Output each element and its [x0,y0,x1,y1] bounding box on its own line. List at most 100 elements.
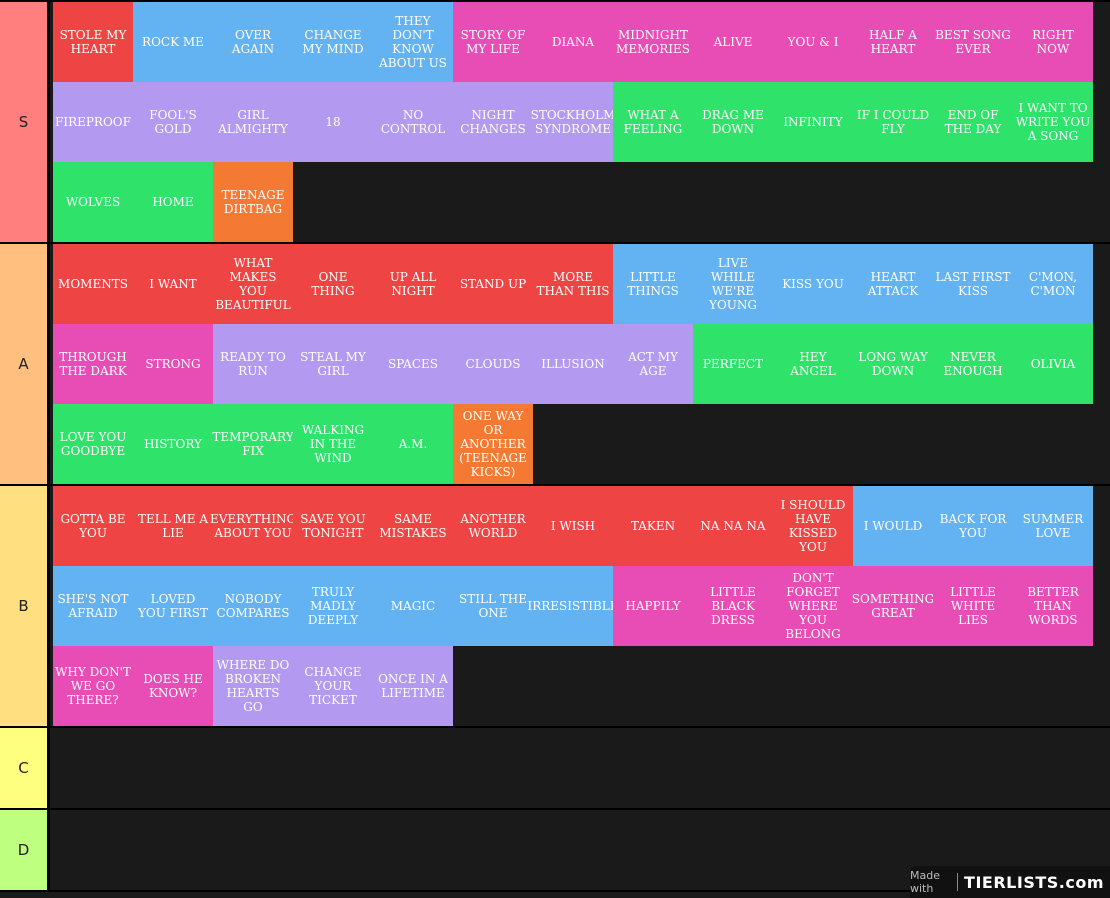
tier-item[interactable]: WALKING IN THE WIND [293,404,373,484]
tier-item[interactable]: STORY OF MY LIFE [453,2,533,82]
tier-label[interactable]: D [0,810,50,890]
tier-item[interactable]: BEST SONG EVER [933,2,1013,82]
tier-item[interactable]: MAGIC [373,566,453,646]
tier-item[interactable]: LOVED YOU FIRST [133,566,213,646]
tier-items[interactable]: GOTTA BE YOU TELL ME A LIE EVERYTHING ABOU… [50,486,1110,726]
tier-items[interactable] [50,728,1110,808]
tier-item[interactable]: LONG WAY DOWN [853,324,933,404]
made-with-badge[interactable]: Made with TIERLISTS.com [910,866,1110,898]
tier-item[interactable]: HISTORY [133,404,213,484]
tier-item[interactable]: WHAT MAKES YOU BEAUTIFUL [213,244,293,324]
tier-item[interactable]: NO CONTROL [373,82,453,162]
tier-item[interactable]: YOU & I [773,2,853,82]
tier-item[interactable]: TRULY MADLY DEEPLY [293,566,373,646]
tier-item[interactable]: MORE THAN THIS [533,244,613,324]
tier-item[interactable]: SAVE YOU TONIGHT [293,486,373,566]
tier-items[interactable]: STOLE MY HEART ROCK ME OVER AGAIN CHANGE MY… [50,2,1110,242]
tier-item[interactable]: NOBODY COMPARES [213,566,293,646]
tier-item[interactable]: WOLVES [53,162,133,242]
tier-item[interactable]: TEMPORARY FIX [212,404,294,484]
tier-item[interactable]: SOMETHING GREAT [852,566,934,646]
tier-label[interactable]: S [0,2,50,242]
tier-item[interactable]: STOLE MY HEART [53,2,133,82]
tier-item[interactable]: TEENAGE DIRTBAG [213,162,293,242]
tier-item[interactable]: HOME [133,162,213,242]
tier-item[interactable]: WHERE DO BROKEN HEARTS GO [213,646,293,726]
tier-item[interactable]: RIGHT NOW [1013,2,1093,82]
tier-label[interactable]: A [0,244,50,484]
tier-item[interactable]: I WANT [133,244,213,324]
tier-item[interactable]: STOCKHOLM SYNDROME [531,82,615,162]
tier-item[interactable]: I WOULD [853,486,933,566]
tier-item[interactable]: OVER AGAIN [213,2,293,82]
tier-item[interactable]: LITTLE WHITE LIES [933,566,1013,646]
tier-item[interactable]: PERFECT [693,324,773,404]
tier-item[interactable]: TAKEN [613,486,693,566]
tier-item[interactable]: ANOTHER WORLD [453,486,533,566]
tier-item[interactable]: DOES HE KNOW? [133,646,213,726]
tier-item[interactable]: IF I COULD FLY [853,82,933,162]
tier-item[interactable]: HEART ATTACK [853,244,933,324]
tier-item[interactable]: I WANT TO WRITE YOU A SONG [1013,82,1093,162]
tier-item[interactable]: INFINITY [773,82,853,162]
tier-item[interactable]: HAPPILY [613,566,693,646]
tier-item[interactable]: THROUGH THE DARK [53,324,133,404]
tier-item[interactable]: WHY DON'T WE GO THERE? [53,646,133,726]
tier-item[interactable]: STRONG [133,324,213,404]
tier-item[interactable]: OLIVIA [1013,324,1093,404]
tier-item[interactable]: UP ALL NIGHT [373,244,453,324]
tier-item[interactable]: DIANA [533,2,613,82]
tier-items[interactable]: MOMENTS I WANT WHAT MAKES YOU BEAUTIFUL ONE… [50,244,1110,484]
tier-item[interactable]: GIRL ALMIGHTY [213,82,293,162]
tier-item[interactable]: MIDNIGHT MEMORIES [613,2,693,82]
tier-item[interactable]: END OF THE DAY [933,82,1013,162]
tier-item[interactable]: CHANGE MY MIND [293,2,373,82]
tier-item[interactable]: DON'T FORGET WHERE YOU BELONG [773,566,853,646]
tier-item[interactable]: ROCK ME [133,2,213,82]
tier-item[interactable]: STILL THE ONE [453,566,533,646]
tier-item[interactable]: I SHOULD HAVE KISSED YOU [773,486,853,566]
tier-item[interactable]: SHE'S NOT AFRAID [53,566,133,646]
tier-item[interactable]: ALIVE [693,2,773,82]
tier-item[interactable]: IRRESISTIBLE [527,566,619,646]
tier-item[interactable]: STAND UP [453,244,533,324]
tier-item[interactable]: LAST FIRST KISS [933,244,1013,324]
tier-item[interactable]: KISS YOU [773,244,853,324]
tier-item[interactable]: FOOL'S GOLD [133,82,213,162]
tier-item[interactable]: WHAT A FEELING [613,82,693,162]
tier-item[interactable]: GOTTA BE YOU [53,486,133,566]
tier-item[interactable]: LOVE YOU GOODBYE [53,404,133,484]
tier-item[interactable]: C'MON, C'MON [1013,244,1093,324]
tier-item[interactable]: HALF A HEART [853,2,933,82]
tier-item[interactable]: SPACES [373,324,453,404]
tier-item[interactable]: ONCE IN A LIFETIME [373,646,453,726]
tier-item[interactable]: THEY DON'T KNOW ABOUT US [373,2,453,82]
tier-item[interactable]: TELL ME A LIE [133,486,213,566]
tier-item[interactable]: ACT MY AGE [613,324,693,404]
tier-item[interactable]: NA NA NA [693,486,773,566]
tier-item[interactable]: NEVER ENOUGH [933,324,1013,404]
tier-item[interactable]: LITTLE BLACK DRESS [693,566,773,646]
tier-item[interactable]: STEAL MY GIRL [293,324,373,404]
tier-item[interactable]: ONE THING [293,244,373,324]
tier-item[interactable]: ILLUSION [533,324,613,404]
tier-item[interactable]: HEY ANGEL [773,324,853,404]
tier-item[interactable]: ONE WAY OR ANOTHER (TEENAGE KICKS) [453,404,533,484]
tier-item[interactable]: BACK FOR YOU [933,486,1013,566]
tier-item[interactable]: CLOUDS [453,324,533,404]
tier-item[interactable]: SAME MISTAKES [373,486,453,566]
tier-item[interactable]: BETTER THAN WORDS [1013,566,1093,646]
tier-item[interactable]: CHANGE YOUR TICKET [293,646,373,726]
tier-item[interactable]: LIVE WHILE WE'RE YOUNG [693,244,773,324]
tier-item[interactable]: EVERYTHING ABOUT YOU [210,486,296,566]
tier-label[interactable]: C [0,728,50,808]
tier-item[interactable]: NIGHT CHANGES [453,82,533,162]
tier-item[interactable]: READY TO RUN [213,324,293,404]
tier-item[interactable]: DRAG ME DOWN [693,82,773,162]
tier-item[interactable]: MOMENTS [53,244,133,324]
tier-item[interactable]: A.M. [373,404,453,484]
tier-item[interactable]: SUMMER LOVE [1013,486,1093,566]
tier-label[interactable]: B [0,486,50,726]
tier-item[interactable]: FIREPROOF [53,82,133,162]
tier-item[interactable]: 18 [293,82,373,162]
